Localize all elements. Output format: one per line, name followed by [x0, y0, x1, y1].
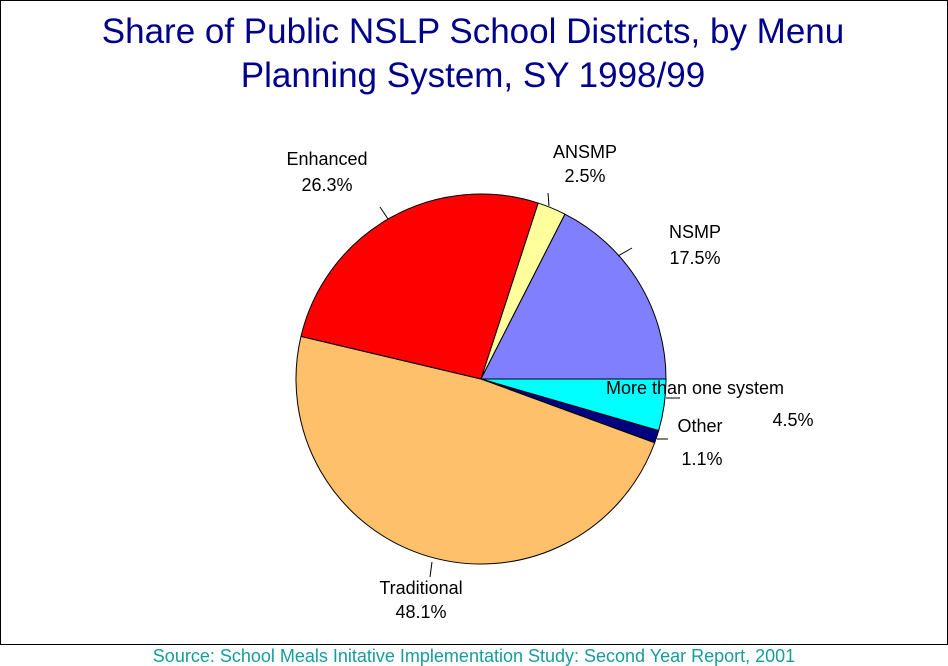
slice-value-other: 1.1% — [681, 449, 722, 469]
pie-slice-traditional — [295, 335, 656, 565]
slice-label-other: Other — [677, 416, 722, 436]
pie-slice-nsmp — [480, 213, 667, 380]
chart-title-line-1: Share of Public NSLP School Districts, b… — [101, 12, 845, 51]
slice-label-more-than-one-system: More than one system — [606, 378, 784, 398]
slice-value-more-than-one-system: 4.5% — [772, 410, 813, 430]
pie-slice-enhanced — [300, 193, 539, 380]
slice-label-enhanced: Enhanced — [286, 149, 367, 169]
leader-line-enhanced — [379, 206, 389, 220]
slice-label-nsmp: NSMP — [669, 222, 721, 242]
slice-value-enhanced: 26.3% — [301, 175, 352, 195]
slice-label-ansmp: ANSMP — [553, 142, 617, 162]
slice-value-ansmp: 2.5% — [564, 166, 605, 186]
source-note: Source: School Meals Initative Implement… — [152, 646, 796, 666]
leader-line-traditional — [429, 561, 433, 578]
slice-value-nsmp: 17.5% — [669, 248, 720, 268]
slice-value-traditional: 48.1% — [395, 602, 446, 622]
slice-label-traditional: Traditional — [379, 578, 462, 598]
leader-line-ansmp — [547, 192, 550, 207]
chart-title-line-2: Planning System, SY 1998/99 — [240, 56, 706, 95]
pie-chart: More than one system 4.5% Other 1.1% Traditi… — [286, 142, 813, 622]
chart-title: Share of Public NSLP School Districts, b… — [0, 10, 946, 98]
leader-line-nsmp — [617, 247, 633, 257]
